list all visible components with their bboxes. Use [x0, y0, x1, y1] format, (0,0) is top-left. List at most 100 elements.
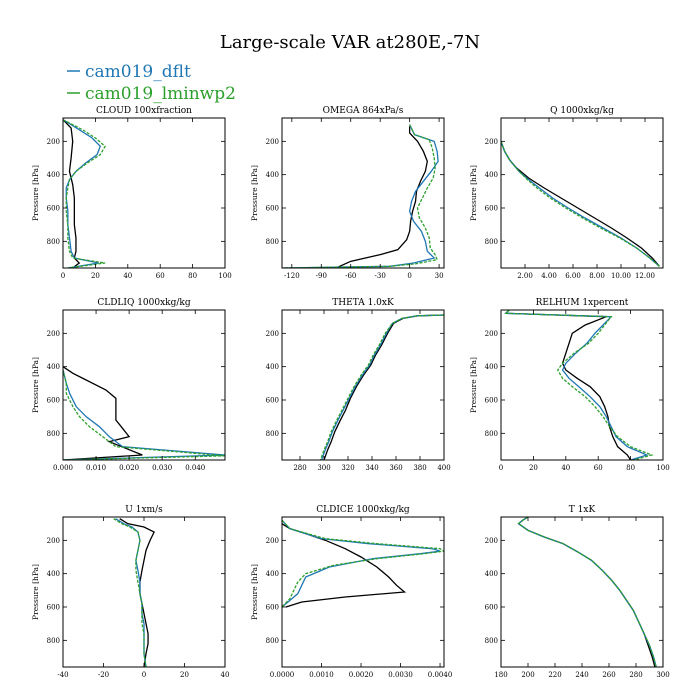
x-tick-label: 260 — [602, 671, 615, 679]
x-tick-label: 12.00 — [635, 272, 655, 280]
y-tick-label: 400 — [485, 363, 498, 371]
x-tick-label: 20 — [529, 464, 538, 472]
x-tick-label: 40 — [561, 464, 570, 472]
x-tick-label: 240 — [575, 671, 588, 679]
y-tick-label: 400 — [485, 570, 498, 578]
x-tick-label: -20 — [98, 671, 109, 679]
series-line-3 — [282, 519, 444, 608]
x-tick-label: 0.000 — [53, 464, 73, 472]
series-line-3 — [319, 314, 444, 460]
y-tick-label: 600 — [485, 397, 498, 405]
y-tick-label: 200 — [47, 138, 60, 146]
series-line-2 — [63, 119, 102, 268]
plot-frame — [62, 309, 226, 461]
panel-6: RELHUM 1xpercent 0 20 40 60 80 100 200 400 600 800… — [469, 298, 670, 472]
y-tick-label: 800 — [485, 637, 498, 645]
y-tick-label: 400 — [266, 171, 279, 179]
y-tick-label: 600 — [266, 205, 279, 213]
y-tick-label: 200 — [266, 537, 279, 545]
series-line-3 — [501, 141, 660, 267]
x-tick-label: 180 — [494, 671, 507, 679]
x-tick-label: 40 — [123, 272, 132, 280]
x-tick-label: 0.010 — [86, 464, 106, 472]
x-tick-label: 80 — [188, 272, 197, 280]
plot-frame — [500, 309, 664, 461]
y-tick-label: 600 — [47, 397, 60, 405]
plot-frame — [500, 516, 664, 668]
y-axis-label: Pressure [hPa] — [31, 357, 40, 413]
y-tick-label: 800 — [47, 430, 60, 438]
y-tick-label: 800 — [266, 637, 279, 645]
series-line-2 — [282, 124, 439, 268]
y-tick-label: 600 — [47, 604, 60, 612]
panel-title: CLOUD 100xfraction — [96, 106, 192, 116]
panel-title: T 1xK — [569, 505, 596, 515]
x-tick-label: 0 — [407, 272, 411, 280]
series-line-1 — [63, 119, 81, 268]
x-tick-label: 0.0010 — [309, 671, 334, 679]
series-line-3 — [63, 119, 106, 268]
y-axis-label: Pressure [hPa] — [31, 165, 40, 221]
x-tick-label: 200 — [521, 671, 534, 679]
x-tick-label: -40 — [57, 671, 68, 679]
y-tick-label: 400 — [47, 363, 60, 371]
panel-title: CLDICE 1000xkg/kg — [316, 505, 410, 515]
x-tick-label: 100 — [656, 464, 669, 472]
x-tick-label: 220 — [548, 671, 561, 679]
panel-title: U 1xm/s — [125, 505, 163, 515]
x-tick-label: 380 — [413, 464, 426, 472]
x-tick-label: -60 — [345, 272, 356, 280]
x-tick-label: 0.040 — [185, 464, 205, 472]
legend-entry-lminwp2: cam019_lminwp2 — [67, 84, 236, 104]
x-tick-label: 20 — [180, 671, 189, 679]
x-tick-label: 60 — [156, 272, 165, 280]
y-tick-label: 800 — [47, 637, 60, 645]
series-line-1 — [63, 366, 143, 460]
y-tick-label: 600 — [266, 604, 279, 612]
x-tick-label: 80 — [626, 464, 635, 472]
series-line-3 — [517, 517, 657, 667]
y-axis-label: Pressure [hPa] — [250, 564, 259, 620]
y-tick-label: 200 — [266, 138, 279, 146]
y-axis-label: Pressure [hPa] — [469, 357, 478, 413]
panel-2: OMEGA 864xPa/s -120 -90 -60 -30 0 30 200 400 600 8… — [250, 106, 445, 280]
panel-title: Q 1000xkg/kg — [550, 106, 614, 116]
x-tick-label: 2.00 — [517, 272, 533, 280]
x-tick-label: 280 — [293, 464, 306, 472]
series-line-1 — [282, 523, 407, 608]
x-tick-label: 10.00 — [611, 272, 631, 280]
legend: cam019_dflt cam019_lminwp2 — [67, 62, 236, 104]
x-tick-label: -90 — [316, 272, 327, 280]
y-tick-label: 600 — [47, 205, 60, 213]
y-tick-label: 800 — [266, 238, 279, 246]
y-tick-label: 800 — [266, 430, 279, 438]
plot-frame — [281, 309, 445, 461]
series-line-1 — [504, 310, 632, 460]
x-tick-label: 0.0020 — [349, 671, 374, 679]
y-tick-label: 800 — [485, 430, 498, 438]
series-line-3 — [282, 124, 439, 268]
y-axis-label: Pressure [hPa] — [31, 564, 40, 620]
plot-frame — [62, 117, 226, 269]
y-tick-label: 600 — [266, 397, 279, 405]
y-tick-label: 600 — [485, 604, 498, 612]
panel-1: CLOUD 100xfraction 0 20 40 60 80 100 200 400 600 8… — [31, 106, 232, 280]
x-tick-label: -120 — [284, 272, 300, 280]
x-tick-label: 300 — [656, 671, 669, 679]
y-tick-label: 200 — [485, 330, 498, 338]
legend-label-dflt: cam019_dflt — [85, 62, 191, 82]
x-tick-label: -30 — [375, 272, 386, 280]
y-tick-label: 400 — [266, 570, 279, 578]
x-tick-label: 0.0000 — [270, 671, 295, 679]
series-line-2 — [517, 517, 657, 667]
x-tick-label: 40 — [221, 671, 230, 679]
plot-frame — [281, 117, 445, 269]
series-line-3 — [504, 310, 654, 460]
y-tick-label: 200 — [47, 537, 60, 545]
y-tick-label: 400 — [485, 171, 498, 179]
panel-5: THETA 1.0xK 280 300 320 340 360 380 400 200 400 60… — [266, 298, 451, 472]
x-tick-label: 0 — [142, 671, 146, 679]
y-tick-label: 200 — [47, 330, 60, 338]
x-tick-label: 0.030 — [152, 464, 172, 472]
